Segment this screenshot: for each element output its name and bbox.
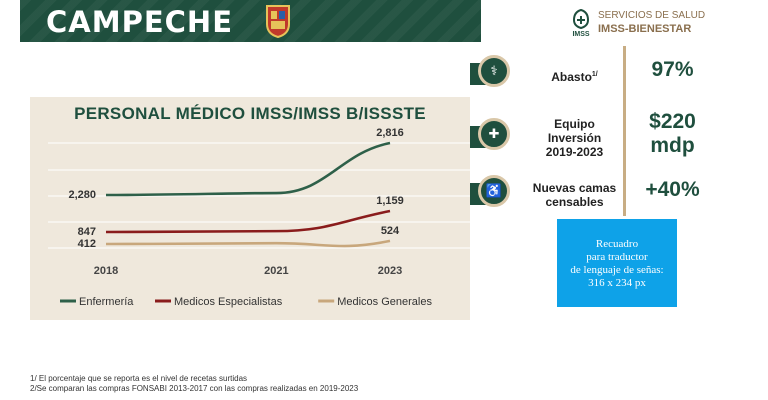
series-line-2 [105,239,391,248]
series-line-1 [105,209,391,234]
sign-box-line2: para traductor [586,251,648,263]
state-shield-icon [266,5,290,38]
indicator-value: 97% [651,58,694,81]
indicator-label: Nuevas camas censables [532,181,617,209]
sign-box-line3: de lenguaje de señas: [570,264,664,276]
indicator-value: +40% [645,178,700,201]
data-label: 1,159 [376,195,404,207]
legend-label-2: Medicos Generales [337,296,432,308]
legend-label-1: Medicos Especialistas [174,296,283,308]
sign-box-line1: Recuadro [595,238,639,250]
legend-label-0: Enfermería [79,296,134,308]
sign-box-line4: 316 x 234 px [588,277,646,289]
indicator-value: $220 mdp [649,110,696,157]
data-label: 2,816 [376,127,404,139]
footnote-1: 1/ El porcentaje que se reporta es el ni… [30,374,248,383]
x-tick-label: 2018 [94,265,118,277]
slide: CAMPECHE IMSS SERVICIOS DE SALUD IMSS-BI… [20,0,745,400]
state-title: CAMPECHE [46,5,234,39]
medical-equipment-icon: ✚ [478,118,510,150]
indicator-label: Abasto1/ [551,70,598,84]
vertical-divider [623,46,626,216]
x-tick-label: 2023 [378,265,402,277]
imss-mark-text: IMSS [572,31,589,38]
data-label: 847 [78,226,96,238]
footnote-2: 2/Se comparan las compras FONSABI 2013-2… [30,384,359,393]
data-label: 412 [78,238,96,250]
logo-line2: IMSS-BIENESTAR [598,23,692,35]
series-line-0 [105,141,391,197]
chart-panel [30,97,470,320]
sign-language-placeholder: Recuadro para traductor de lenguaje de s… [557,219,677,307]
indicator-label: Equipo Inversión 2019-2023 [545,117,604,159]
hospital-bed-icon: ♿ [478,175,510,207]
medicine-bottle-icon: ⚕ [478,55,510,87]
imss-bienestar-logo: IMSS SERVICIOS DE SALUD IMSS-BIENESTAR [568,8,708,38]
chart-title: PERSONAL MÉDICO IMSS/IMSS B/ISSSTE [74,104,426,123]
header-band: CAMPECHE [20,0,481,42]
x-tick-label: 2021 [264,265,288,277]
staff-line-chart: 2018 2021 2023 2,280 2,816 847 1,159 412 524 Enfe… [48,127,470,308]
imss-eagle-icon: IMSS [572,8,590,38]
data-label: 524 [381,225,400,237]
data-label: 2,280 [68,189,96,201]
logo-line1: SERVICIOS DE SALUD [598,10,706,21]
